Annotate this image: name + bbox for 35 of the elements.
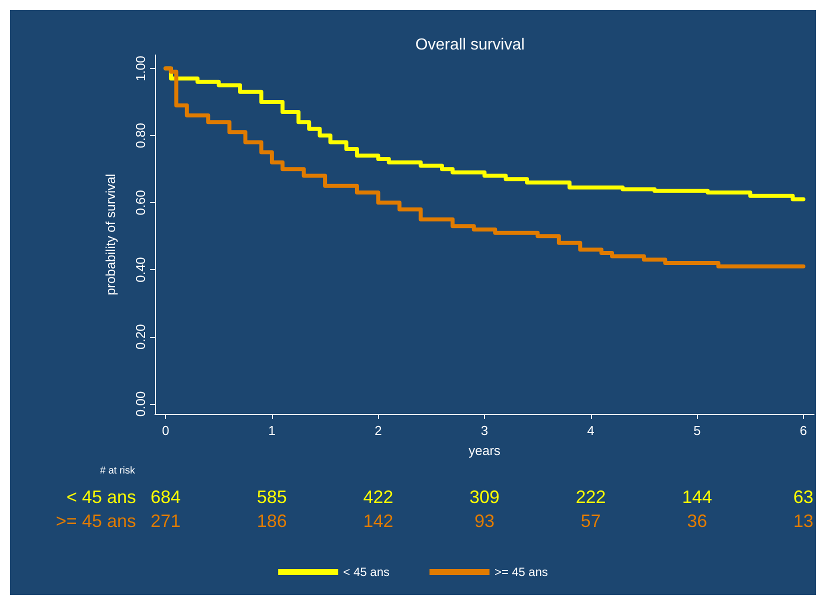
- chart-title: Overall survival: [415, 36, 525, 54]
- text: 142: [363, 511, 394, 531]
- text: 309: [469, 487, 500, 507]
- text: 144: [682, 487, 712, 507]
- text: 36: [687, 511, 708, 531]
- x-tick-label: 4: [587, 423, 594, 438]
- text: 684: [150, 487, 181, 507]
- text: 13: [793, 511, 814, 531]
- x-tick-label: 5: [693, 423, 701, 438]
- text: < 45 ans: [66, 487, 136, 507]
- text: 585: [256, 487, 287, 507]
- text: 271: [150, 511, 181, 531]
- text: 186: [256, 511, 287, 531]
- text: >= 45 ans: [56, 511, 136, 531]
- legend-label: < 45 ans: [343, 565, 390, 579]
- x-tick-label: 1: [268, 423, 276, 438]
- text: 93: [474, 511, 495, 531]
- x-tick-label: 2: [374, 423, 382, 438]
- y-tick-label: 0.00: [133, 391, 148, 417]
- y-tick-label: 0.40: [133, 257, 148, 282]
- text: 422: [363, 487, 394, 507]
- text: 63: [793, 487, 814, 507]
- text: 57: [580, 511, 601, 531]
- x-tick-label: 6: [800, 423, 807, 438]
- y-tick-label: 1.00: [133, 56, 148, 82]
- y-tick-label: 0.60: [133, 190, 148, 216]
- x-tick-label: 0: [162, 423, 170, 438]
- y-tick-label: 0.80: [133, 122, 148, 148]
- x-axis-title: years: [468, 443, 501, 458]
- y-tick-label: 0.20: [133, 324, 148, 350]
- text: 222: [576, 487, 606, 507]
- text: # at risk: [100, 466, 136, 476]
- legend-label: >= 45 ans: [494, 565, 548, 579]
- x-tick-label: 3: [480, 423, 488, 438]
- y-axis-title: probability of survival: [103, 174, 118, 296]
